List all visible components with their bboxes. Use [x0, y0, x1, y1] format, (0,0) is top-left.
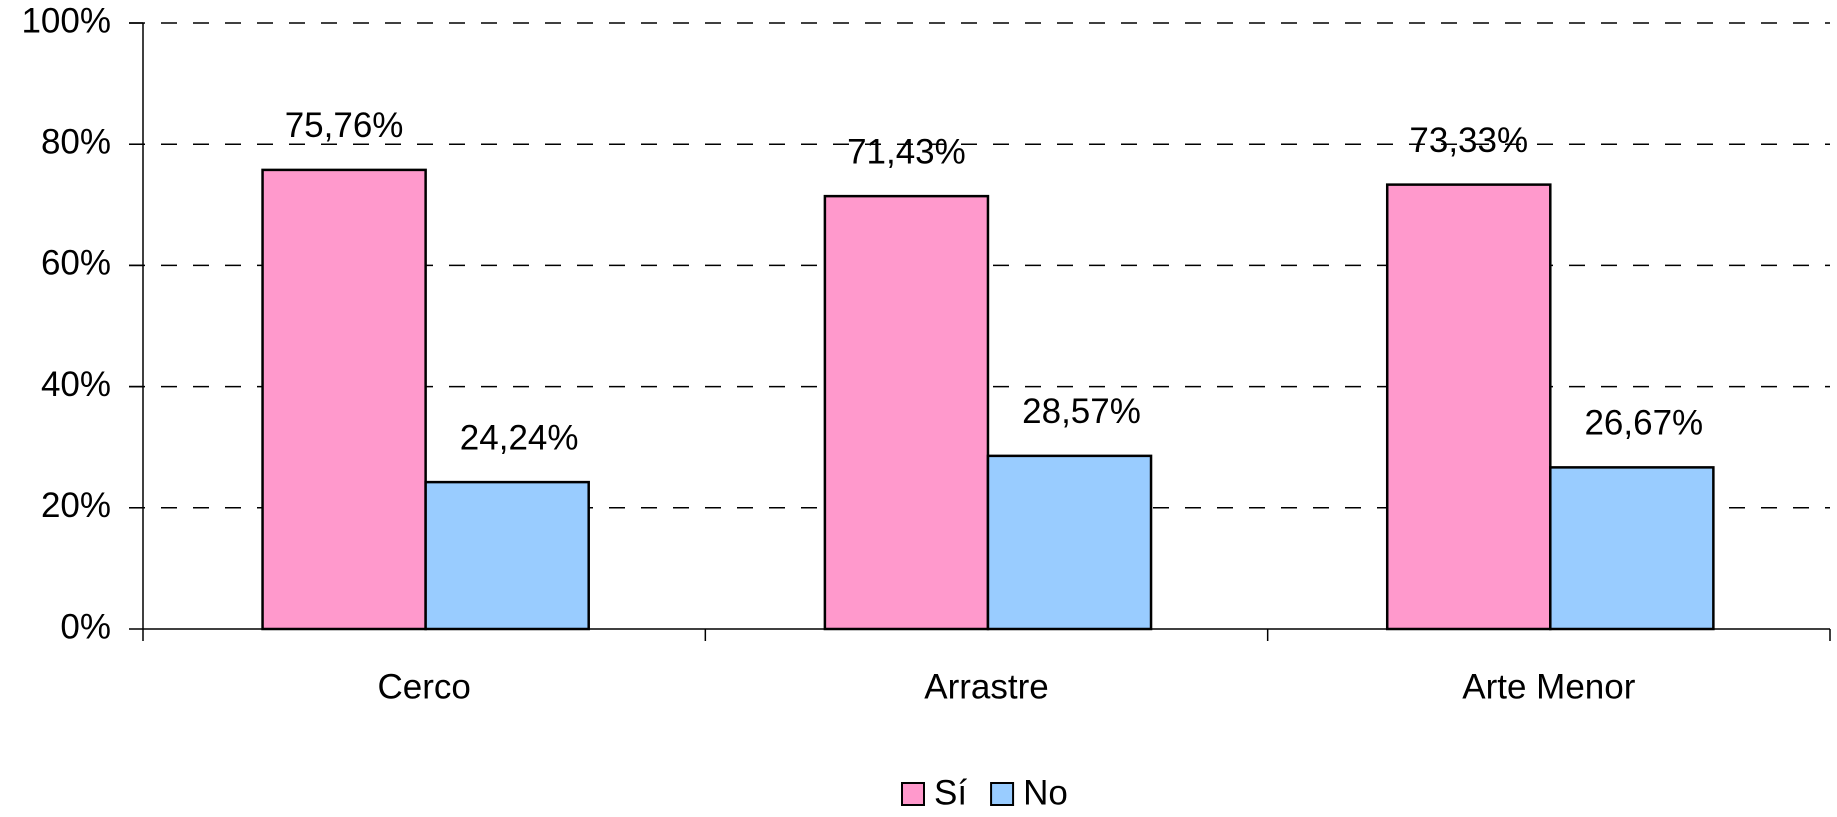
legend-label: No [1023, 773, 1068, 812]
data-label: 71,43% [847, 132, 966, 171]
data-label: 26,67% [1584, 404, 1703, 443]
y-tick-label: 20% [41, 486, 111, 525]
bar [261, 168, 427, 631]
legend-label: Sí [934, 773, 967, 812]
x-tick-label: Cerco [377, 667, 470, 706]
bar [823, 194, 990, 631]
bar [986, 454, 1153, 631]
x-tick-label: Arrastre [924, 667, 1048, 706]
bar [424, 480, 590, 631]
data-label: 73,33% [1409, 121, 1528, 160]
data-label: 75,76% [285, 106, 404, 145]
data-label: 24,24% [460, 418, 579, 457]
bar [1385, 183, 1552, 631]
y-tick-label: 100% [21, 1, 111, 40]
legend-swatch [901, 782, 925, 806]
y-tick-label: 40% [41, 365, 111, 404]
bar [1549, 466, 1715, 631]
y-tick-label: 0% [60, 607, 111, 646]
data-label: 28,57% [1022, 392, 1141, 431]
y-tick-label: 80% [41, 122, 111, 161]
y-tick-label: 60% [41, 244, 111, 283]
legend-swatch [990, 782, 1015, 806]
x-tick-label: Arte Menor [1462, 667, 1635, 706]
